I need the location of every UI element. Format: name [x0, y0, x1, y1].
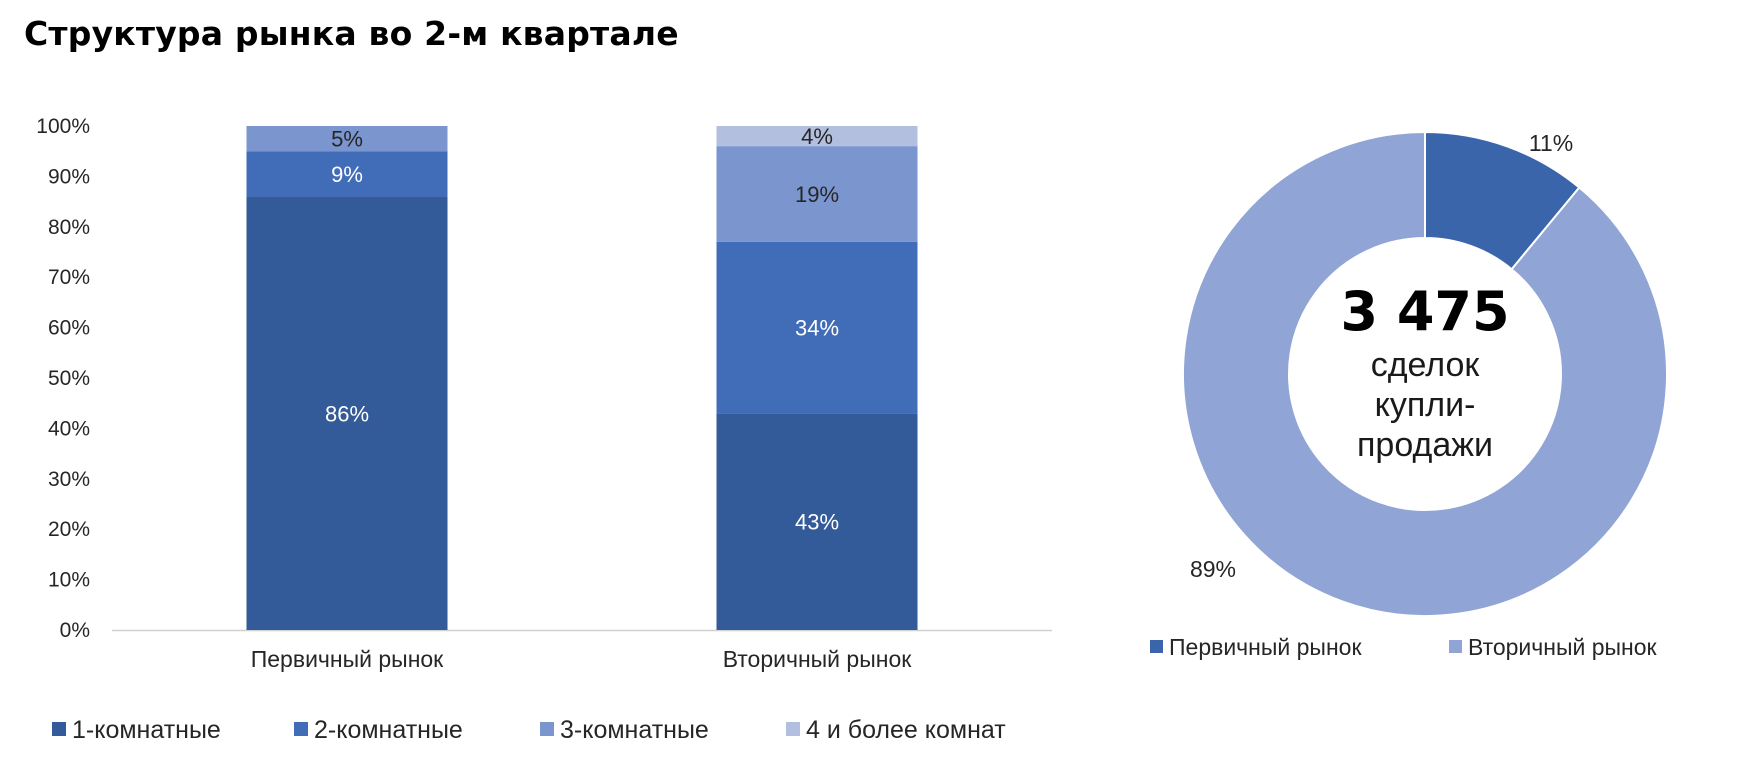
bar-data-label: 4% — [801, 124, 833, 149]
y-tick-label: 20% — [48, 518, 90, 541]
y-tick-label: 90% — [48, 165, 90, 188]
y-tick-label: 80% — [48, 216, 90, 239]
bar-data-label: 86% — [325, 401, 369, 426]
donut-data-label: 11% — [1529, 130, 1573, 156]
y-tick-label: 30% — [48, 468, 90, 491]
donut-data-label: 89% — [1190, 556, 1236, 582]
donut-center-text: сделок — [1371, 346, 1481, 384]
legend-label: 3-комнатные — [560, 716, 709, 744]
bar-data-label: 43% — [795, 510, 839, 535]
bar-data-label: 34% — [795, 316, 839, 341]
bar-segment — [716, 241, 918, 414]
bar-segment — [246, 196, 448, 630]
legend-swatch — [786, 722, 800, 736]
bar-segment — [716, 126, 918, 147]
y-tick-label: 40% — [48, 417, 90, 440]
legend-label: 2-комнатные — [314, 716, 463, 744]
y-tick-label: 10% — [48, 569, 90, 592]
legend-label: Вторичный рынок — [1468, 634, 1658, 660]
legend-swatch — [294, 722, 308, 736]
donut-center-value: 3 475 — [1340, 280, 1509, 343]
y-tick-label: 0% — [60, 619, 90, 642]
legend-swatch — [52, 722, 66, 736]
x-category-label: Первичный рынок — [251, 646, 444, 672]
y-tick-label: 60% — [48, 317, 90, 340]
legend-swatch — [1150, 640, 1163, 653]
bar-segment — [246, 151, 448, 197]
y-tick-label: 50% — [48, 367, 90, 390]
y-tick-label: 70% — [48, 266, 90, 289]
bar-data-label: 9% — [331, 162, 363, 187]
donut-slice — [1182, 130, 1668, 617]
page-title: Структура рынка во 2-м квартале — [24, 14, 679, 53]
legend-label: 4 и более комнат — [806, 716, 1006, 744]
stacked-bar-chart: 0% 10% 20% 30% 40% 50% 60% 70% 80% 90% 100% 86% 9% 5%… — [36, 115, 1052, 744]
bar-segment — [716, 146, 918, 242]
legend-swatch — [540, 722, 554, 736]
donut-center-text: купли- — [1375, 386, 1476, 424]
bar-segment — [246, 126, 448, 152]
legend-swatch — [1449, 640, 1462, 653]
bar-segment — [716, 413, 918, 630]
bar-data-label: 5% — [331, 127, 363, 152]
x-category-label: Вторичный рынок — [723, 646, 913, 672]
legend-label: Первичный рынок — [1169, 634, 1362, 660]
y-tick-label: 100% — [36, 115, 90, 138]
legend-label: 1-комнатные — [72, 716, 221, 744]
donut-slice — [1424, 130, 1581, 271]
donut-center-text: продажи — [1357, 426, 1493, 464]
bar-data-label: 19% — [795, 182, 839, 207]
